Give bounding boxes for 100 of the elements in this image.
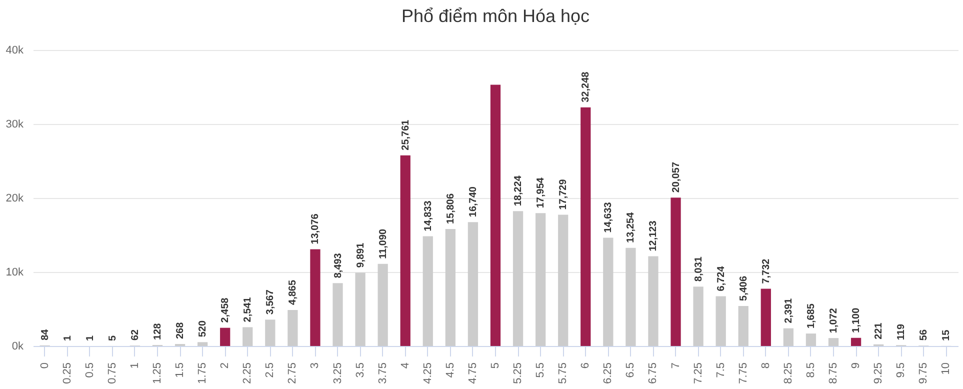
x-tick-label: 3.5 (354, 362, 366, 378)
data-label: 62 (130, 328, 141, 341)
bar (580, 107, 591, 346)
x-tick-label: 3.25 (332, 362, 344, 384)
data-label: 2,458 (220, 297, 232, 323)
data-label: 15 (941, 329, 952, 341)
data-label: 25,761 (400, 119, 412, 150)
bar (220, 328, 230, 346)
data-label: 1,072 (828, 308, 840, 334)
x-tick-label: 4 (399, 362, 412, 369)
x-tick-label: 1.5 (174, 362, 186, 378)
data-label: 7,732 (760, 258, 772, 284)
bar (670, 198, 681, 346)
x-tick-label: 5 (490, 362, 502, 369)
bar (693, 286, 704, 346)
x-tick-label: 0.75 (106, 362, 118, 384)
data-label: 56 (918, 329, 930, 341)
bar (738, 306, 748, 346)
bar (288, 310, 298, 346)
data-label: 2,541 (242, 296, 254, 322)
bar (445, 229, 456, 346)
x-tick-label: 0 (38, 362, 51, 369)
x-tick-label: 4.75 (466, 362, 479, 384)
data-label: 84 (40, 328, 51, 340)
bar (850, 338, 862, 346)
x-tick-label: 1.75 (196, 362, 209, 384)
data-label: 221 (874, 322, 885, 340)
bar (468, 222, 478, 346)
data-label: 11,090 (378, 228, 389, 259)
x-tick-label: 5.75 (557, 362, 570, 384)
data-label: 18,224 (513, 175, 524, 206)
bar (626, 248, 636, 346)
data-label: 520 (198, 320, 209, 338)
bar (310, 249, 320, 346)
x-tick-label: 8.75 (828, 362, 840, 384)
data-label: 4,865 (288, 280, 299, 305)
y-tick-label: 10k (6, 266, 24, 278)
x-tick-label: 9 (850, 362, 862, 369)
x-tick-label: 10 (940, 362, 952, 375)
x-tick-label: 1.25 (152, 362, 164, 384)
x-tick-label: 6 (580, 362, 592, 369)
data-label: 5,406 (738, 276, 750, 301)
data-label: 9,891 (355, 242, 366, 268)
x-tick-label: 1 (128, 362, 141, 369)
data-label: 119 (896, 324, 908, 340)
x-tick-label: 5.25 (512, 362, 524, 384)
x-tick-label: 2.25 (242, 362, 254, 384)
y-tick-label: 30k (6, 118, 24, 130)
x-tick-label: 4.25 (422, 362, 434, 384)
y-tick-label: 40k (6, 44, 24, 56)
x-tick-label: 8.25 (782, 362, 794, 384)
bar (242, 327, 253, 346)
data-label: 128 (152, 322, 164, 340)
bar (603, 238, 614, 346)
x-tick-label: 9.75 (918, 362, 930, 384)
x-tick-label: 9.25 (872, 362, 885, 384)
bar (490, 84, 501, 346)
data-label: 32,248 (580, 71, 592, 102)
bar (716, 296, 726, 346)
data-label: 17,729 (558, 178, 570, 210)
x-tick-label: 3 (309, 362, 322, 369)
x-tick-label: 2 (219, 362, 232, 369)
data-label: 8,493 (332, 252, 344, 278)
bar (400, 155, 410, 346)
bar (535, 213, 546, 346)
data-label: 14,833 (422, 200, 434, 232)
x-tick-label: 2.75 (286, 362, 299, 384)
data-label: 15,806 (445, 193, 456, 224)
x-tick-label: 8 (760, 362, 772, 369)
data-label: 1 (84, 334, 96, 341)
x-tick-label: 9.5 (895, 362, 908, 378)
x-tick-label: 5.5 (534, 362, 547, 378)
bar (197, 342, 208, 346)
bar (512, 211, 524, 346)
bar (265, 320, 276, 346)
x-tick-label: 7.25 (692, 362, 704, 384)
x-tick-label: 3.75 (376, 362, 389, 384)
data-label: 20,057 (670, 162, 682, 193)
x-tick-label: 2.5 (264, 362, 276, 378)
bar (378, 264, 388, 346)
x-tick-label: 6.5 (624, 362, 637, 378)
data-label: 16,740 (468, 186, 479, 218)
bar (806, 334, 816, 346)
bar (422, 236, 433, 346)
data-label: 13,254 (626, 212, 637, 243)
data-label: 268 (175, 322, 186, 340)
x-tick-label: 7 (670, 362, 682, 369)
x-tick-label: 6.75 (647, 362, 660, 384)
data-label: 5 (107, 334, 118, 341)
data-label: 1 (62, 334, 74, 341)
x-tick-label: 0.25 (61, 362, 74, 384)
bar (332, 283, 343, 346)
data-label: 6,724 (716, 266, 727, 292)
data-label: 1,685 (806, 303, 817, 329)
data-label: 13,076 (310, 213, 322, 244)
data-label: 12,123 (648, 220, 660, 252)
data-label: 8,031 (693, 256, 704, 282)
data-label: 17,954 (536, 177, 547, 208)
bar (648, 256, 658, 346)
x-tick-label: 7.5 (714, 362, 727, 378)
